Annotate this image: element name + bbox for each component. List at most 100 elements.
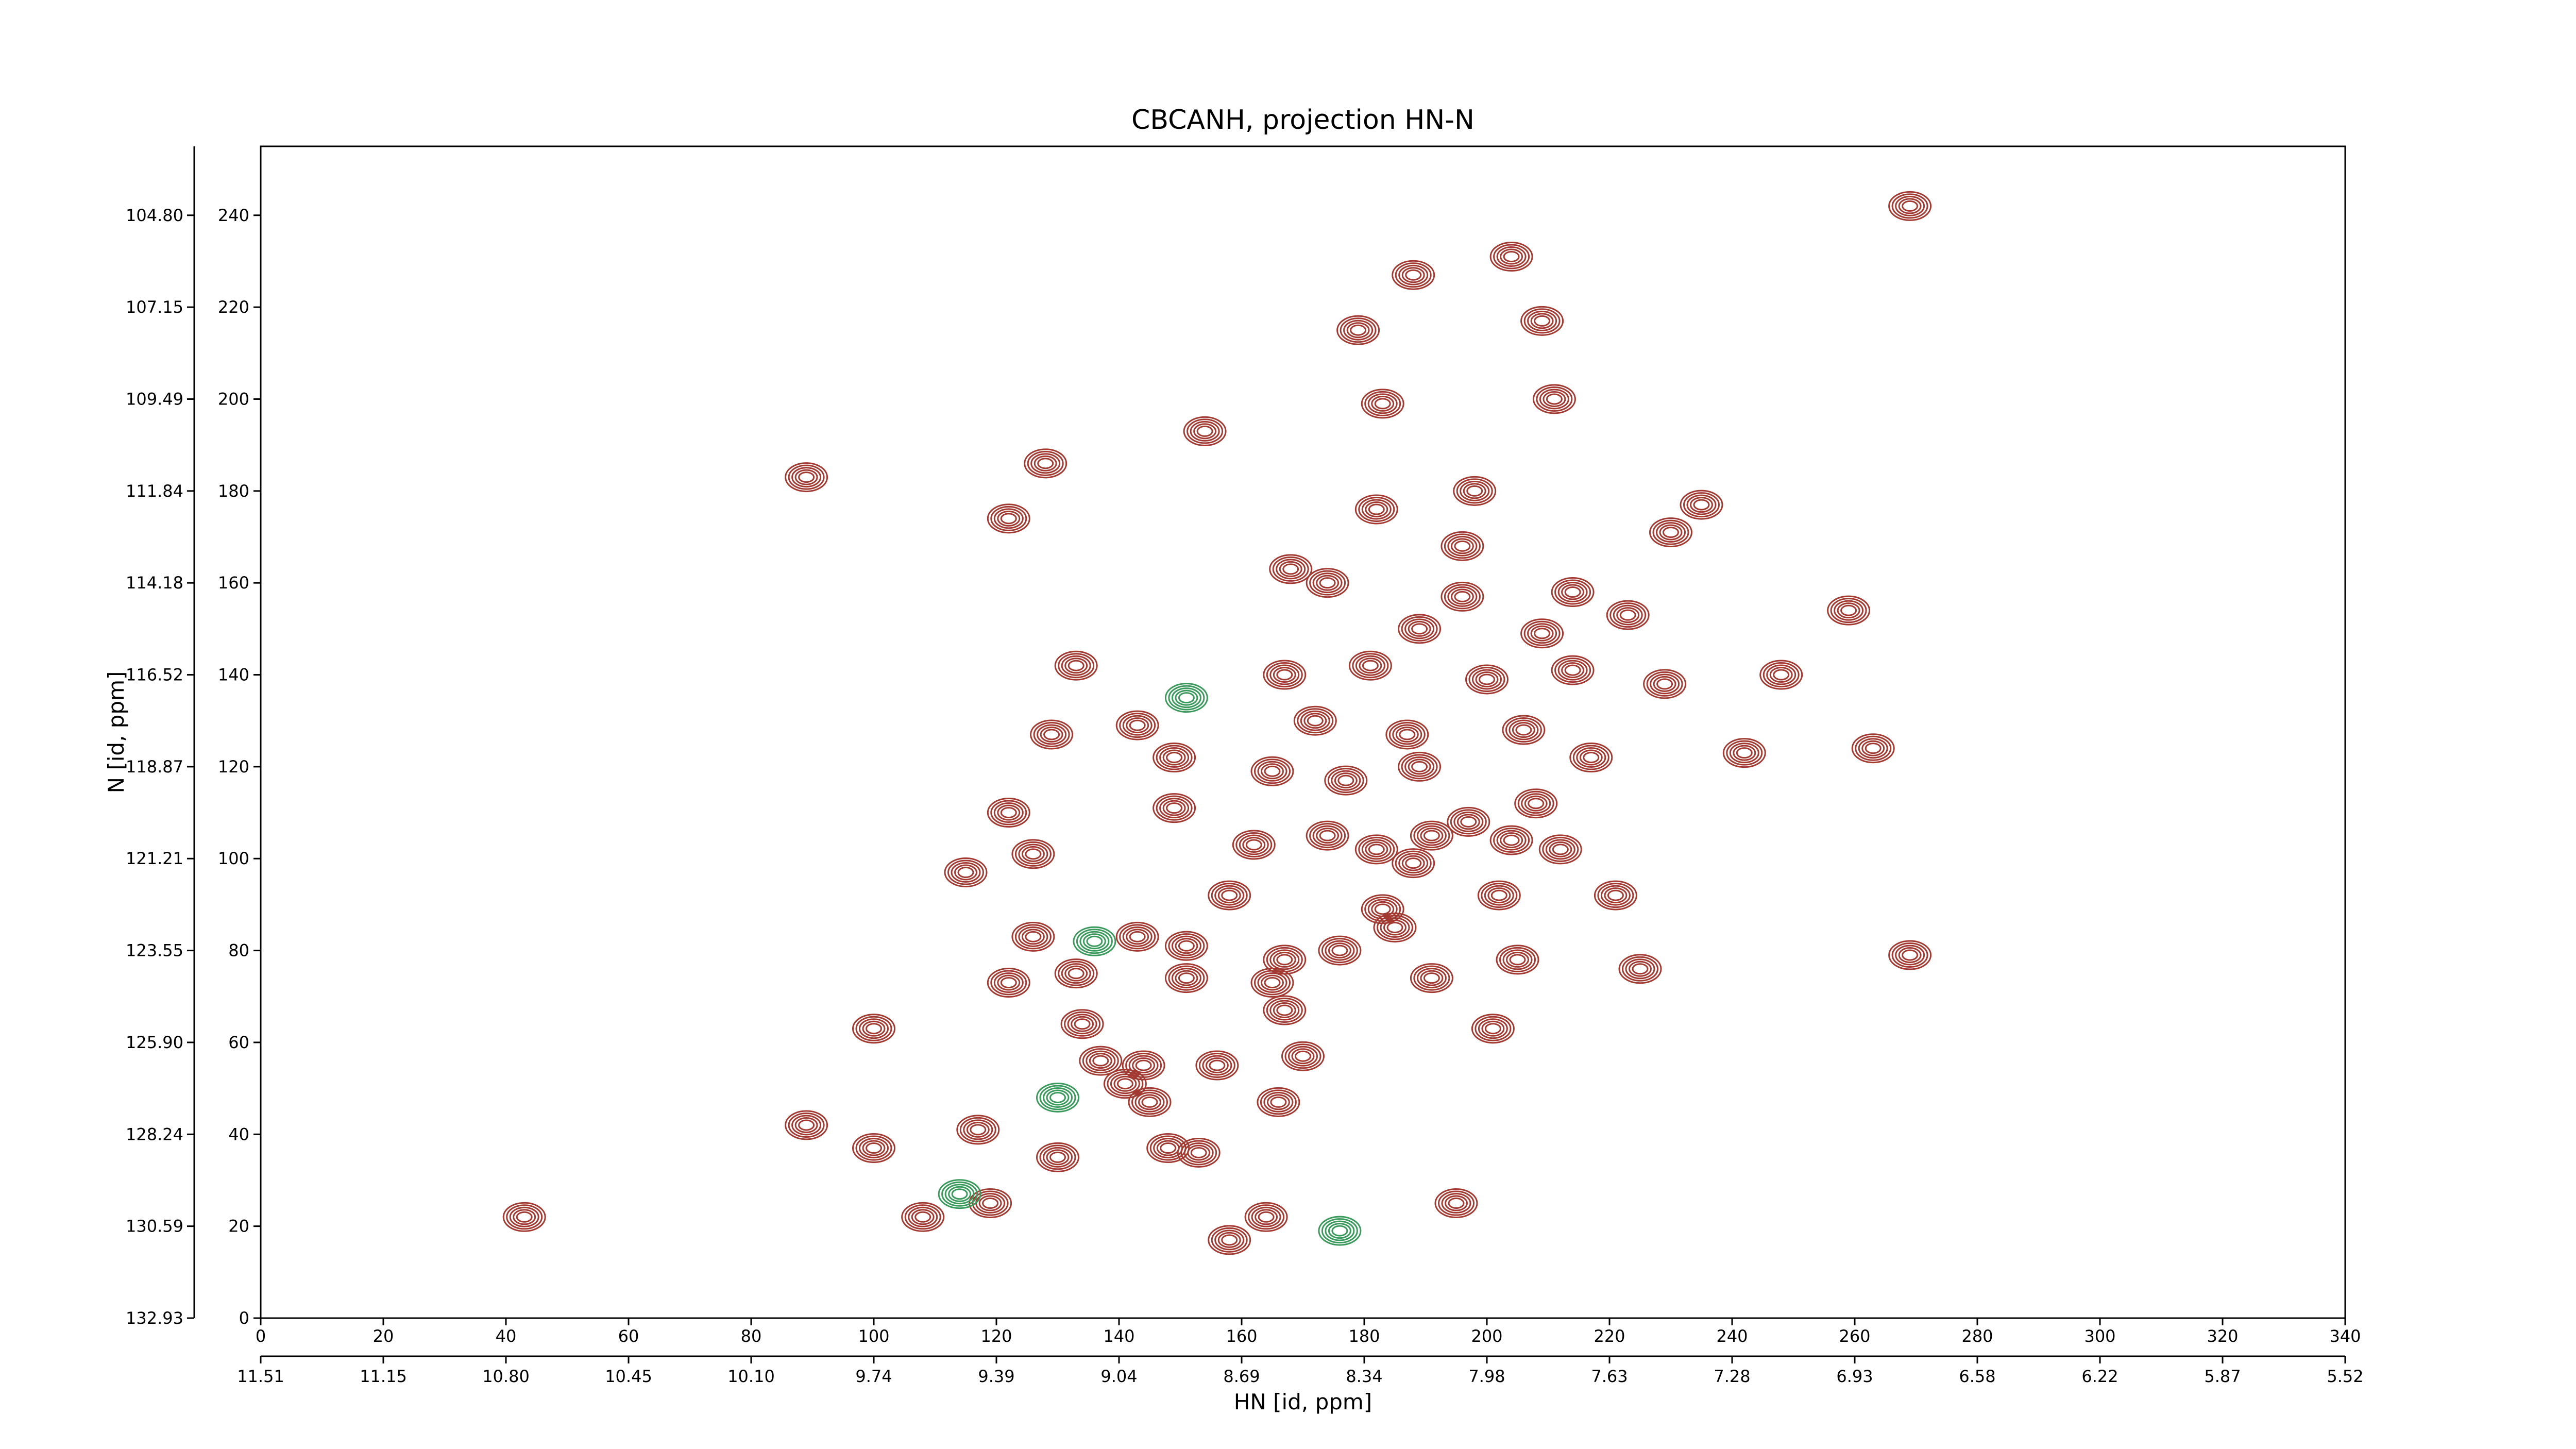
peak-inner-contour — [1027, 450, 1064, 476]
peak-inner-contour — [1629, 961, 1652, 977]
peak-inner-contour — [1416, 968, 1447, 989]
peak-inner-contour — [1895, 945, 1925, 966]
peak-contour — [1851, 733, 1895, 764]
peak-inner-contour — [1450, 809, 1487, 835]
peak-inner-contour — [1122, 715, 1153, 736]
peak-inner-contour — [1160, 1142, 1177, 1154]
peak-inner-contour — [1266, 1094, 1290, 1110]
y2-tick-label: 109.49 — [126, 389, 183, 409]
peak-inner-contour — [1509, 954, 1526, 966]
peak-inner-contour — [1554, 579, 1591, 605]
peak-inner-contour — [1187, 418, 1224, 444]
peak-inner-contour — [1506, 951, 1529, 968]
peak-inner-contour — [1331, 945, 1348, 956]
peak-contour — [1354, 834, 1398, 865]
peak — [1410, 963, 1453, 993]
peak-inner-contour — [1119, 924, 1156, 950]
peak-inner-contour — [951, 862, 981, 883]
peak-inner-contour — [1460, 480, 1490, 501]
peak-contour — [1164, 931, 1208, 961]
peak — [1318, 935, 1362, 966]
peak-inner-contour — [963, 1119, 993, 1140]
peak-contour — [1722, 738, 1766, 768]
peak-inner-contour — [1046, 1149, 1070, 1166]
peak-inner-contour — [1423, 830, 1440, 841]
peak-inner-contour — [1037, 724, 1067, 745]
peak-inner-contour — [1303, 713, 1327, 729]
peak-inner-contour — [1255, 1209, 1278, 1225]
x-tick-label: 280 — [1961, 1326, 1993, 1346]
peak-inner-contour — [1058, 653, 1095, 679]
peak-contour — [502, 1202, 546, 1232]
peak-inner-contour — [1444, 584, 1481, 610]
peak-inner-contour — [1355, 655, 1385, 676]
peak-inner-contour — [1263, 1091, 1294, 1113]
peak — [785, 1110, 828, 1140]
peak-inner-contour — [1405, 857, 1422, 869]
peak-contour — [1195, 1050, 1239, 1081]
peak — [944, 857, 988, 887]
peak-contour — [1011, 839, 1055, 869]
peak-inner-contour — [1509, 719, 1539, 740]
peak-inner-contour — [1663, 527, 1679, 538]
peak-inner-contour — [1543, 391, 1566, 407]
peak — [1606, 600, 1650, 630]
peak-inner-contour — [1175, 970, 1198, 986]
peak-inner-contour — [1239, 834, 1269, 855]
peak-inner-contour — [1441, 1193, 1471, 1214]
peak-contour — [1164, 963, 1208, 993]
peak-inner-contour — [1401, 855, 1425, 871]
peak-inner-contour — [1014, 841, 1052, 867]
peak-inner-contour — [1187, 1144, 1211, 1161]
peak-inner-contour — [516, 1211, 533, 1223]
peak — [1410, 820, 1453, 851]
peak — [1079, 1046, 1123, 1076]
peak-inner-contour — [1258, 1211, 1275, 1223]
peak-inner-contour — [1362, 660, 1379, 671]
peak-contour — [1318, 935, 1362, 966]
y2-tick-label: 125.90 — [126, 1033, 183, 1052]
peak-inner-contour — [1214, 1229, 1245, 1251]
peak-inner-contour — [1291, 1048, 1315, 1065]
peak-inner-contour — [1270, 1096, 1287, 1108]
peak-contour — [1447, 806, 1490, 837]
peak-inner-contour — [1557, 582, 1588, 603]
peak-inner-contour — [1064, 658, 1088, 674]
peak-inner-contour — [1762, 662, 1800, 688]
peak — [1354, 494, 1398, 525]
peak-inner-contour — [1221, 889, 1238, 901]
peak-inner-contour — [1183, 1142, 1214, 1163]
peak-inner-contour — [1736, 747, 1753, 759]
peak-contour — [852, 1133, 895, 1164]
x-tick-label: 300 — [2084, 1326, 2115, 1346]
peak-inner-contour — [1766, 664, 1797, 685]
peak-contour — [1324, 765, 1368, 796]
peak-inner-contour — [954, 864, 977, 881]
peak-contour — [1128, 1087, 1172, 1117]
y-tick-label: 200 — [218, 389, 249, 409]
peak-inner-contour — [1503, 251, 1520, 263]
peak — [1263, 660, 1307, 690]
peak — [1232, 830, 1276, 860]
peak-inner-contour — [1254, 759, 1291, 784]
peak-inner-contour — [1159, 798, 1190, 819]
peak-contour — [1392, 848, 1435, 879]
peak — [1011, 839, 1055, 869]
x-tick-label: 240 — [1716, 1326, 1748, 1346]
peak-inner-contour — [1138, 1094, 1161, 1110]
peak-inner-contour — [1014, 924, 1052, 950]
peak-inner-contour — [911, 1209, 935, 1225]
peak-inner-contour — [1374, 903, 1391, 915]
peak-inner-contour — [944, 1184, 975, 1205]
x-tick-label: 220 — [1594, 1326, 1625, 1346]
peak-contour — [1489, 825, 1533, 855]
peak-inner-contour — [1279, 561, 1302, 577]
x2-tick-label: 9.04 — [1100, 1367, 1137, 1386]
peak-inner-contour — [1773, 669, 1790, 681]
peak-inner-contour — [1493, 828, 1530, 853]
peak-inner-contour — [1113, 1075, 1137, 1092]
peak — [1054, 650, 1098, 681]
peak-contour — [1410, 820, 1453, 851]
peak-inner-contour — [1350, 324, 1367, 336]
peak-inner-contour — [997, 510, 1021, 527]
